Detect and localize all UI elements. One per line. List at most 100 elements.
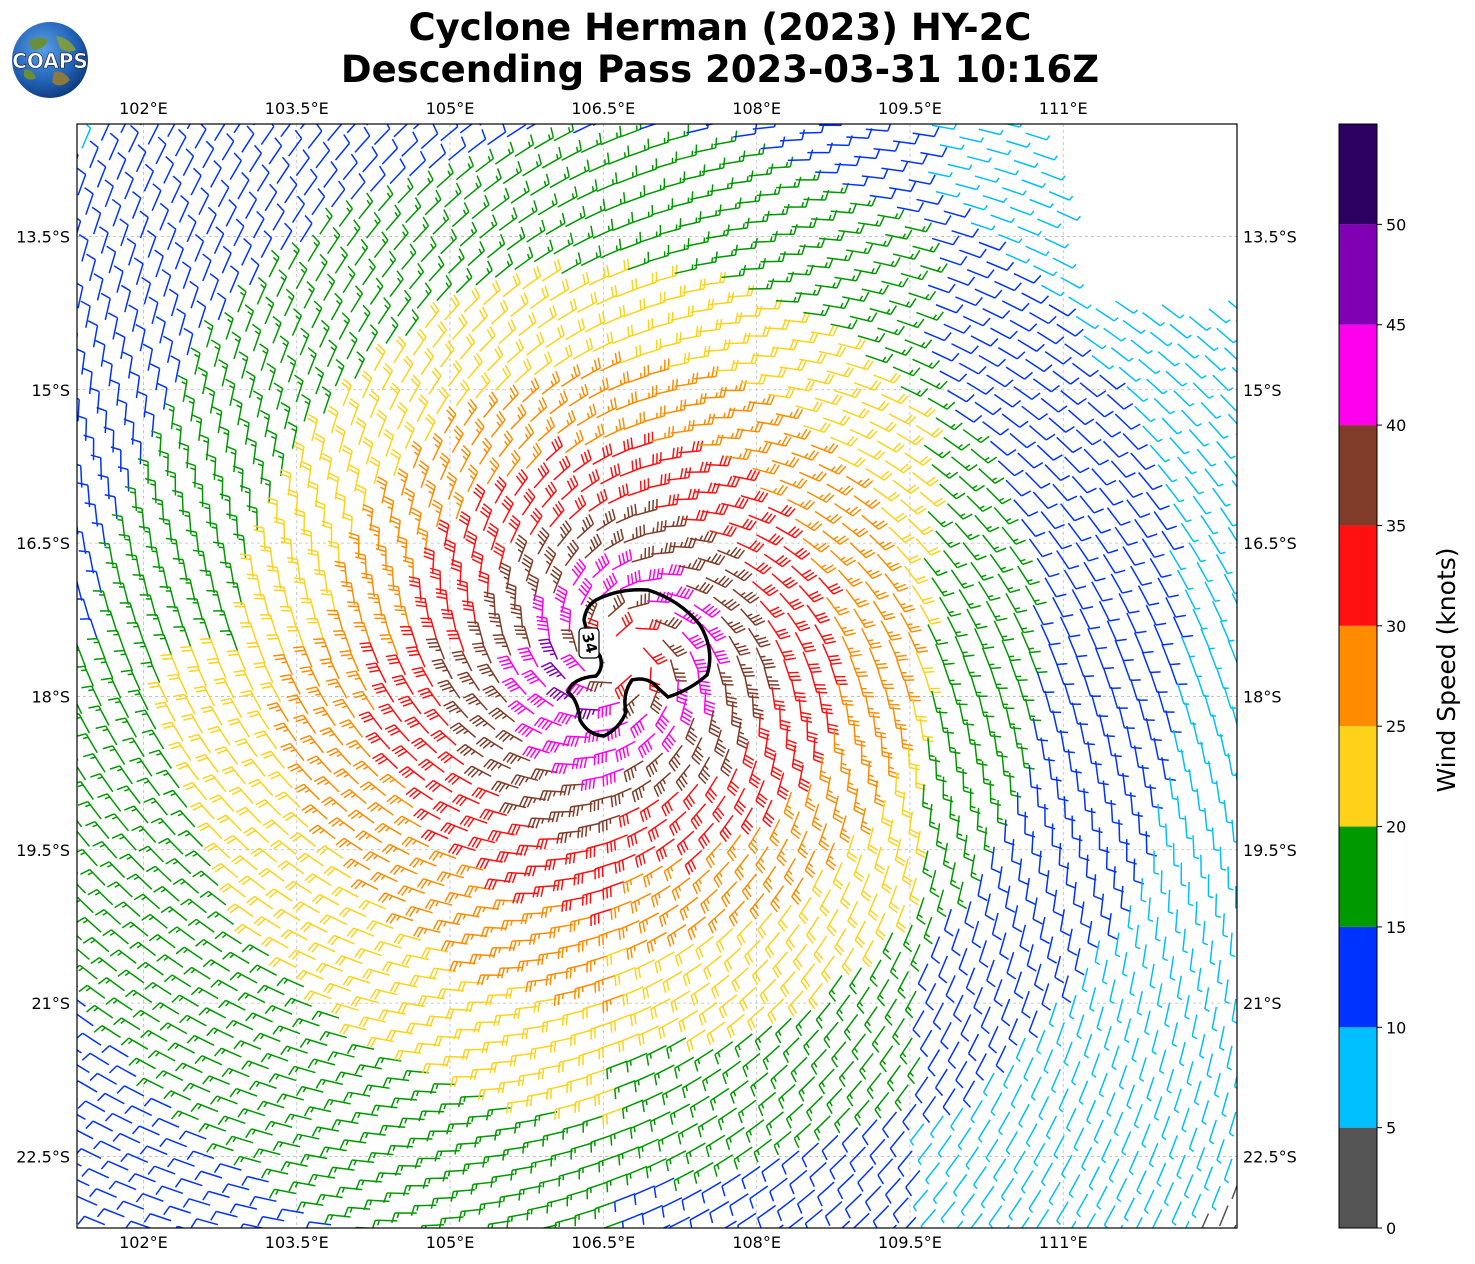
wind-barb [370,988,398,1000]
wind-barb [374,1056,402,1068]
wind-barb [1235,319,1237,323]
wind-barb [49,722,70,741]
wind-barb [195,753,219,773]
wind-barb [354,947,383,959]
wind-barb [246,641,266,664]
wind-barb [167,222,177,251]
wind-barb [126,873,153,890]
wind-barb [296,852,324,867]
wind-barb [142,343,154,371]
colorbar-bin [1339,324,1377,426]
wind-barb [77,896,94,914]
lon-tick-label: 111°E [1039,1233,1088,1252]
wind-barb [295,969,324,981]
wind-barb [261,936,289,949]
wind-barb [83,434,95,461]
wind-barb [92,841,118,859]
wind-barb [173,625,192,648]
wind-barb [276,1093,304,1104]
wind-barb [226,581,243,605]
wind-barb [354,1226,378,1228]
wind-barb [382,1077,410,1088]
colorbar-tick-label: 25 [1386,717,1406,736]
wind-barb [81,124,92,149]
wind-barb [209,1095,238,1105]
wind-barb [154,249,164,278]
wind-barb [410,1090,437,1102]
wind-barb [506,1212,531,1228]
wind-barb [343,1091,371,1102]
wind-barb [320,796,348,812]
wind-barb [257,1215,285,1227]
wind-barb [249,964,277,976]
wind-barb [151,1002,180,1015]
wind-barb [93,1024,121,1039]
wind-barb [371,1219,398,1228]
wind-barb [327,934,355,946]
wind-barb [312,706,336,727]
wind-barb [233,1040,262,1050]
lat-tick-label: 19.5°S [1243,841,1297,860]
wind-barb [77,1049,82,1054]
wind-barb [237,1108,266,1118]
wind-barb [174,693,196,715]
wind-barb [143,410,155,438]
wind-barb [77,702,83,715]
wind-barb [151,183,162,212]
wind-barb [214,931,242,945]
wind-barb [264,1120,293,1131]
wind-barb [77,780,94,801]
wind-barb [273,585,290,609]
wind-barb [105,997,133,1011]
wind-barbs [49,105,1257,1256]
wind-barb [124,805,149,824]
wind-barb [124,171,134,200]
lon-tick-label: 105°E [426,99,475,118]
wind-barb [86,253,97,282]
wind-barb [132,1009,160,1023]
wind-barb [319,914,348,926]
wind-barb [239,485,251,512]
wind-barb [108,1180,137,1191]
wind-barb [131,191,142,219]
colorbar-tick-label: 5 [1386,1119,1396,1138]
wind-barb [87,320,99,348]
wind-barb [299,734,325,754]
wind-barb [120,284,132,313]
wind-barb [202,1190,230,1201]
wind-barb [333,768,360,785]
wind-barb [116,398,128,426]
wind-barb [1240,500,1257,518]
wind-barb [441,1055,468,1067]
wind-barb [95,725,118,746]
wind-barb [81,685,102,707]
lat-tick-label: 19.5°S [16,841,70,860]
wind-barb [346,927,375,939]
wind-barb [354,1064,382,1075]
wind-barb [80,300,91,328]
wind-barb [277,860,305,875]
wind-barb [307,942,336,953]
wind-barb [1240,726,1250,748]
wind-barb [262,819,289,836]
wind-barb [234,923,262,937]
wind-barb [159,1022,188,1035]
wind-barb [433,1035,460,1047]
wind-barb [218,425,230,453]
wind-barb [175,761,200,781]
wind-barb [256,1100,285,1111]
wind-barb [362,968,390,980]
colorbar-bin [1339,224,1377,325]
wind-barb [304,873,332,887]
wind-barb [167,1157,195,1168]
wind-barb [659,105,680,122]
wind-barb [77,1147,102,1160]
wind-barb [155,1185,184,1196]
wind-barb [133,257,144,286]
wind-barb [330,1003,359,1015]
wind-barb [255,799,282,816]
wind-barb [326,747,352,766]
wind-barb [1092,1233,1103,1256]
wind-barb [179,1014,207,1027]
wind-barb [172,878,200,894]
